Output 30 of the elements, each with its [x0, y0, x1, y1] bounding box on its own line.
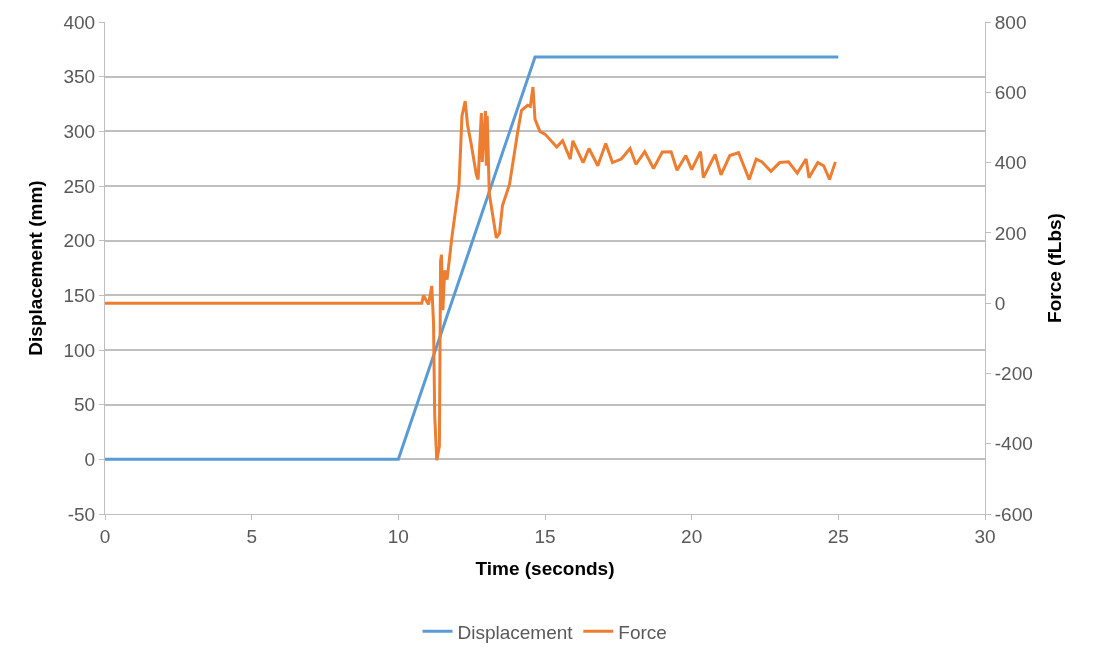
x-tick-label: 30 [974, 525, 996, 547]
y-tick-label: 400 [63, 11, 96, 33]
y-tick-label: 150 [63, 284, 96, 306]
x-tick-label: 15 [534, 525, 556, 547]
x-tick-label: 0 [99, 525, 111, 547]
y-tick-label: -50 [67, 503, 96, 525]
y2-tick-label: 600 [994, 81, 1027, 103]
x-axis-title: Time (seconds) [475, 557, 615, 579]
y-tick-label: 250 [63, 175, 96, 197]
y2-tick-label: 400 [994, 152, 1027, 174]
y2-tick-label: -200 [994, 363, 1033, 385]
x-tick-label: 20 [681, 525, 703, 547]
legend-label: Displacement [457, 621, 574, 643]
y-tick-label: 350 [63, 66, 96, 88]
y2-tick-label: 0 [994, 292, 1006, 314]
x-tick-label: 25 [827, 525, 849, 547]
y-tick-label: 200 [63, 230, 96, 252]
y-axis-title: Displacement (mm) [25, 180, 47, 356]
y2-axis-title: Force (fLbs) [1043, 213, 1065, 323]
x-tick-label: 5 [246, 525, 257, 547]
y2-tick-label: 800 [994, 11, 1027, 33]
y2-tick-label: -600 [994, 503, 1033, 525]
y-tick-label: 0 [84, 448, 96, 470]
y-tick-label: 300 [63, 120, 96, 142]
x-tick-label: 10 [387, 525, 409, 547]
y2-tick-label: -400 [994, 433, 1033, 455]
y-tick-label: 50 [74, 394, 96, 416]
y2-tick-label: 200 [994, 222, 1027, 244]
y-tick-label: 100 [63, 339, 96, 361]
legend-label: Force [618, 621, 667, 643]
